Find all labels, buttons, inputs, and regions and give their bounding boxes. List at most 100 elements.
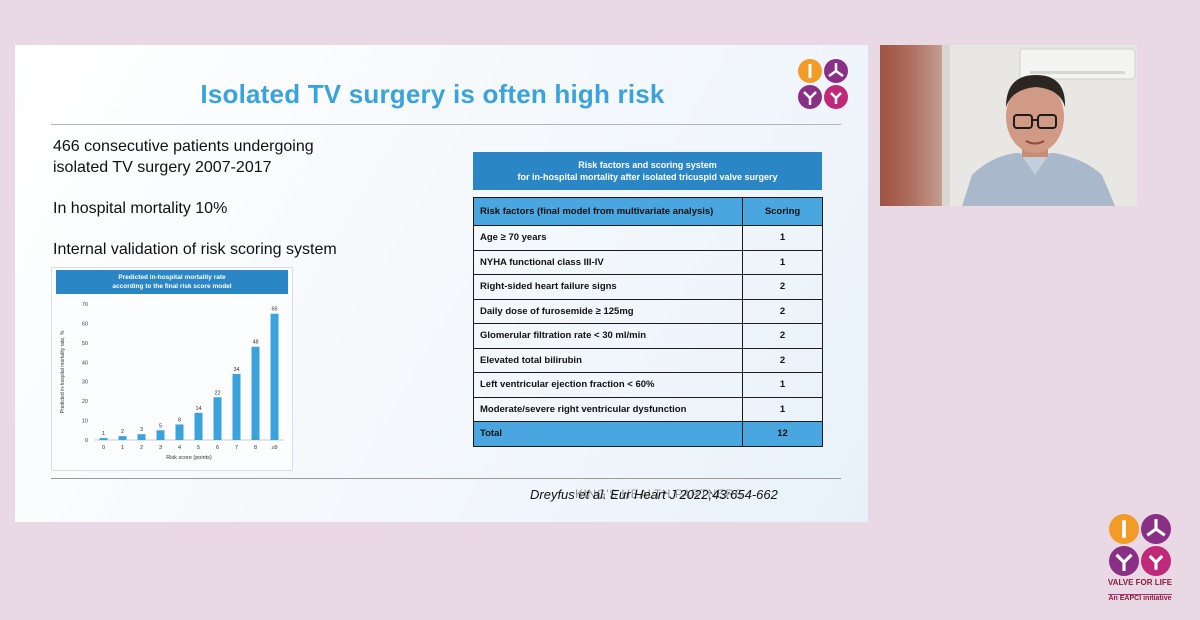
bar-value-label: 3 <box>140 427 143 433</box>
x-tick-label: 2 <box>140 445 143 451</box>
risk-factor-cell: Elevated total bilirubin <box>473 347 743 373</box>
bar <box>251 346 260 440</box>
table-row: Moderate/severe right ventricular dysfun… <box>473 396 823 422</box>
brand-name: VALVE FOR LIFE <box>1107 578 1173 587</box>
kings-health-partners-watermark: KING'S HEALTH PARTNERS <box>575 487 743 501</box>
bar-value-label: 34 <box>233 367 239 373</box>
table-row: Left ventricular ejection fraction < 60%… <box>473 372 823 398</box>
bar <box>99 438 108 440</box>
risk-factor-cell: Moderate/severe right ventricular dysfun… <box>473 396 743 422</box>
table-total-row: Total 12 <box>473 421 823 447</box>
bar <box>137 434 146 440</box>
column-header-scoring: Scoring <box>742 197 823 226</box>
column-header-risk-factors: Risk factors (final model from multivari… <box>473 197 743 226</box>
total-label: Total <box>473 421 743 447</box>
title-divider <box>51 124 841 125</box>
valve-for-life-logo-small <box>798 59 848 109</box>
table-title-line1: Risk factors and scoring system <box>578 160 717 170</box>
risk-factor-cell: Age ≥ 70 years <box>473 225 743 251</box>
citation: Dreyfus et al. Eur Heart J 2022;43:654-6… <box>530 487 778 502</box>
bar-value-label: 65 <box>271 307 277 313</box>
y-tick-label: 40 <box>82 360 88 366</box>
presentation-slide: Isolated TV surgery is often high risk 4… <box>15 45 868 522</box>
bar-value-label: 22 <box>214 390 220 396</box>
y-tick-label: 0 <box>85 438 88 444</box>
x-tick-label: 4 <box>178 445 181 451</box>
brand-tagline: An EAPCI initiative <box>1108 594 1172 602</box>
table-row: Right-sided heart failure signs 2 <box>473 274 823 300</box>
bullet-cohort-line2: isolated TV surgery 2007-2017 <box>53 159 272 176</box>
bar <box>194 412 203 440</box>
chart-title: Predicted in-hospital mortality rate acc… <box>56 270 288 294</box>
table-row: Age ≥ 70 years 1 <box>473 225 823 251</box>
risk-factor-cell: NYHA functional class III-IV <box>473 249 743 275</box>
score-cell: 1 <box>742 249 823 275</box>
score-cell: 1 <box>742 396 823 422</box>
logo-magenta-icon <box>824 85 848 109</box>
bar-value-label: 48 <box>252 340 258 346</box>
bar-value-label: 5 <box>159 423 162 429</box>
logo-purple-y-icon <box>798 85 822 109</box>
valve-for-life-logo <box>1109 514 1171 576</box>
bar <box>232 373 241 440</box>
bar-value-label: 2 <box>121 429 124 435</box>
risk-factor-cell: Left ventricular ejection fraction < 60% <box>473 372 743 398</box>
risk-factor-cell: Daily dose of furosemide ≥ 125mg <box>473 298 743 324</box>
bar <box>175 424 184 440</box>
logo-purple-icon <box>824 59 848 83</box>
table-title-line2: for in-hospital mortality after isolated… <box>517 172 778 182</box>
risk-factor-cell: Glomerular filtration rate < 30 ml/min <box>473 323 743 349</box>
score-cell: 1 <box>742 225 823 251</box>
y-axis-label: Predicted in-hospital mortality rate, % <box>60 330 66 413</box>
y-tick-label: 20 <box>82 399 88 405</box>
table-row: Elevated total bilirubin 2 <box>473 347 823 373</box>
brand-purple-icon <box>1141 514 1171 544</box>
x-tick-label: 8 <box>254 445 257 451</box>
score-cell: 2 <box>742 323 823 349</box>
brand-magenta-icon <box>1141 546 1171 576</box>
x-tick-label: 1 <box>121 445 124 451</box>
risk-score-table: Risk factors (final model from multivari… <box>473 197 823 447</box>
x-tick-label: 5 <box>197 445 200 451</box>
bullet-mortality: In hospital mortality 10% <box>53 200 228 217</box>
chart-title-line1: Predicted in-hospital mortality rate <box>118 274 226 281</box>
brand-purple-y-icon <box>1109 546 1139 576</box>
logo-orange-icon <box>798 59 822 83</box>
footer-divider <box>51 478 841 479</box>
bullet-validation: Internal validation of risk scoring syst… <box>53 241 337 258</box>
score-cell: 2 <box>742 274 823 300</box>
y-tick-label: 50 <box>82 341 88 347</box>
y-tick-label: 30 <box>82 380 88 386</box>
slide-title: Isolated TV surgery is often high risk <box>200 79 665 109</box>
bullet-cohort-line1: 466 consecutive patients undergoing <box>53 138 314 155</box>
x-tick-label: 7 <box>235 445 238 451</box>
y-tick-label: 70 <box>82 302 88 308</box>
speaker-webcam <box>880 45 1137 206</box>
bar <box>213 397 222 440</box>
bar <box>156 430 165 440</box>
score-cell: 1 <box>742 372 823 398</box>
table-row: Daily dose of furosemide ≥ 125mg 2 <box>473 298 823 324</box>
chart-title-line2: according to the final risk score model <box>112 283 232 290</box>
score-cell: 2 <box>742 298 823 324</box>
x-tick-label: ≥9 <box>271 445 277 451</box>
mortality-chart: Predicted in-hospital mortality rate acc… <box>51 267 293 471</box>
table-title: Risk factors and scoring system for in-h… <box>473 152 822 190</box>
x-tick-label: 3 <box>159 445 162 451</box>
bar-value-label: 1 <box>102 431 105 437</box>
bar <box>270 313 279 440</box>
chart-plot: 010203040506070102132538414522634748865≥… <box>60 302 284 461</box>
x-tick-label: 0 <box>102 445 105 451</box>
risk-factor-cell: Right-sided heart failure signs <box>473 274 743 300</box>
speaker-video-frame <box>880 45 1137 206</box>
y-tick-label: 10 <box>82 419 88 425</box>
total-score: 12 <box>742 421 823 447</box>
x-axis-label: Risk score (points) <box>166 455 212 461</box>
table-row: NYHA functional class III-IV 1 <box>473 249 823 275</box>
brand-orange-icon <box>1109 514 1139 544</box>
bar <box>118 436 127 440</box>
valve-for-life-brand: VALVE FOR LIFE An EAPCI initiative <box>1104 514 1176 605</box>
score-cell: 2 <box>742 347 823 373</box>
bar-value-label: 8 <box>178 417 181 423</box>
bar-value-label: 14 <box>195 406 201 412</box>
